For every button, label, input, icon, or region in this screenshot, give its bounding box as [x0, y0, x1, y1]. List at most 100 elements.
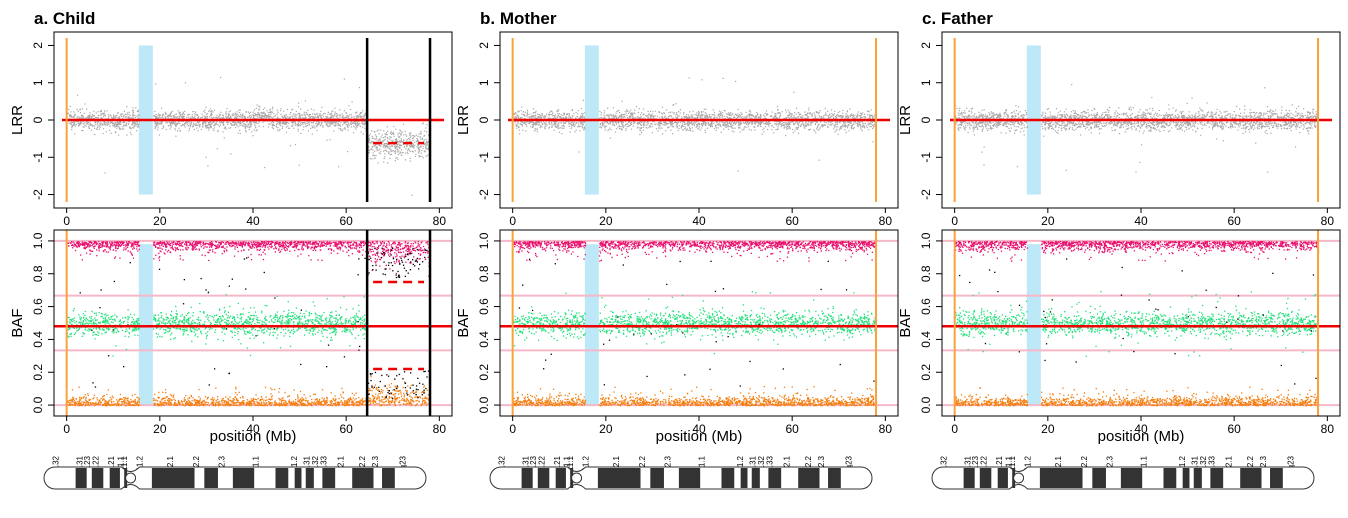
baf-point: [78, 241, 80, 244]
lrr-point: [225, 115, 227, 117]
lrr-point: [100, 110, 103, 112]
baf-point: [234, 246, 236, 248]
lrr-point: [222, 121, 224, 124]
baf-point: [163, 241, 165, 243]
baf-point: [244, 245, 246, 247]
baf-point: [126, 404, 128, 406]
baf-point: [371, 269, 373, 271]
baf-point: [215, 247, 218, 249]
lrr-point: [219, 124, 222, 126]
lrr-point: [359, 112, 361, 115]
lrr-point: [190, 117, 192, 119]
baf-point: [110, 244, 112, 246]
lrr-point: [81, 108, 83, 110]
baf-point: [180, 244, 182, 246]
baf-point: [326, 244, 328, 246]
baf-point: [354, 399, 356, 401]
baf-point: [409, 252, 411, 254]
lrr-point: [346, 124, 348, 126]
baf-point: [353, 404, 355, 406]
lrr-point: [418, 133, 420, 135]
baf-point: [245, 404, 247, 406]
lrr-point: [297, 113, 299, 115]
baf-point: [283, 245, 285, 247]
baf-point: [315, 249, 317, 252]
lrr-point: [336, 114, 338, 117]
baf-point: [388, 395, 391, 398]
baf-point: [424, 258, 427, 261]
baf-point: [156, 243, 158, 245]
lrr-point: [353, 120, 355, 122]
lrr-point: [252, 117, 254, 119]
lrr-point: [277, 117, 279, 119]
baf-point: [318, 242, 320, 245]
baf-point: [161, 405, 163, 407]
lrr-point: [180, 125, 182, 127]
lrr-point: [371, 137, 374, 139]
lrr-point: [178, 112, 181, 114]
lrr-point: [322, 126, 324, 128]
lrr-point: [173, 115, 175, 117]
baf-point: [124, 396, 126, 399]
lrr-point: [92, 125, 94, 127]
baf-point: [230, 242, 232, 244]
lrr-point: [215, 123, 217, 125]
lrr-point: [299, 123, 302, 125]
baf-point: [328, 242, 330, 244]
baf-point: [74, 249, 77, 252]
lrr-point: [422, 122, 424, 124]
baf-point: [310, 248, 312, 250]
lrr-point: [401, 131, 403, 133]
baf-point: [404, 381, 406, 383]
baf-point: [287, 242, 290, 244]
lrr-point: [298, 115, 300, 117]
lrr-point: [179, 116, 181, 118]
baf-point: [105, 402, 107, 404]
baf-point: [306, 246, 308, 248]
lrr-point: [208, 126, 210, 129]
lrr-point: [178, 127, 180, 129]
baf-point: [206, 404, 209, 406]
baf-point: [159, 256, 161, 258]
lrr-point: [297, 130, 299, 132]
baf-point: [424, 401, 426, 403]
lrr-point: [206, 113, 209, 115]
lrr-point: [421, 150, 423, 152]
lrr-point: [386, 136, 389, 139]
lrr-point: [238, 120, 240, 122]
lrr-point: [420, 152, 422, 154]
baf-point: [92, 398, 94, 400]
baf-point: [372, 250, 374, 253]
lrr-point: [126, 134, 128, 136]
baf-point: [127, 241, 130, 243]
lrr-point: [242, 121, 244, 123]
baf-point: [72, 397, 75, 400]
lrr-point: [426, 154, 429, 157]
lrr-point: [232, 115, 234, 117]
lrr-point: [372, 152, 374, 154]
baf-point: [158, 252, 160, 254]
lrr-point: [160, 123, 162, 125]
lrr-point: [381, 141, 383, 143]
baf-point: [173, 403, 176, 405]
baf-point: [370, 243, 372, 245]
baf-point: [201, 402, 203, 405]
baf-point: [210, 242, 212, 244]
baf-point: [309, 243, 311, 245]
lrr-point: [170, 118, 172, 120]
baf-point: [222, 397, 225, 400]
lrr-point: [245, 125, 247, 127]
lrr-point: [160, 121, 162, 123]
lrr-point: [309, 117, 311, 119]
baf-point: [179, 249, 182, 251]
lrr-point: [414, 150, 417, 152]
baf-point: [412, 242, 414, 245]
lrr-point: [308, 121, 310, 123]
lrr-point: [399, 148, 401, 150]
lrr-point: [411, 194, 413, 196]
baf-point: [278, 402, 280, 404]
baf-point: [259, 403, 261, 406]
baf-point: [304, 241, 306, 243]
